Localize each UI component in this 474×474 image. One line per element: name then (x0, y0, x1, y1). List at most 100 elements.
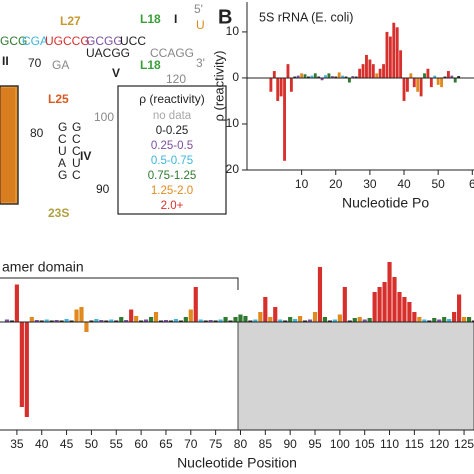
bar (69, 320, 74, 322)
panel-label: B (218, 6, 232, 28)
bar (382, 64, 385, 78)
bar (365, 54, 368, 78)
loop-label: L18 (140, 58, 161, 72)
nucleotide: C (58, 132, 67, 146)
nucleotide: GCGG (86, 34, 123, 48)
bar (461, 317, 467, 322)
bar (307, 76, 310, 78)
bar (361, 64, 365, 78)
bar (302, 320, 308, 322)
nucleotide: U (72, 156, 81, 170)
bar (337, 72, 341, 78)
nucleotide: G (72, 120, 81, 134)
bar (4, 319, 10, 322)
bar (334, 76, 338, 78)
bar (347, 320, 352, 322)
bar (59, 320, 64, 322)
nucleotide: UGCCG (45, 34, 90, 48)
bar (342, 287, 347, 322)
bar (193, 287, 198, 322)
bar (352, 318, 357, 322)
bar (248, 320, 253, 322)
bar (119, 317, 124, 322)
x-tick-label: 125 (454, 437, 474, 451)
bar (443, 76, 447, 78)
x-tick-label: 45 (60, 437, 74, 451)
bar (129, 309, 134, 322)
bar (395, 27, 399, 78)
bar (273, 307, 278, 322)
loop-label: L25 (48, 92, 69, 106)
bar (286, 64, 290, 78)
bar (450, 75, 454, 78)
legend-entry: 1.25-2.0 (151, 185, 193, 197)
y-axis-label: ρ (reactivity) (211, 51, 226, 122)
bar (327, 73, 331, 78)
bar (332, 319, 337, 322)
bar (9, 320, 15, 322)
legend-box (117, 85, 227, 215)
bar (243, 316, 248, 322)
nucleotide: U (196, 18, 205, 32)
bar (354, 76, 358, 78)
nucleotide: UACGG (86, 46, 130, 60)
bar (367, 318, 372, 322)
legend-entry: 0-0.25 (156, 125, 189, 137)
x-tick-label: 85 (259, 437, 273, 451)
nucleotide: C (72, 168, 81, 182)
nucleotide: CGA (22, 34, 48, 48)
x-tick-label: 30 (363, 177, 377, 191)
bar (447, 319, 452, 322)
bar (283, 320, 288, 322)
bar (218, 319, 223, 322)
bar (258, 312, 263, 322)
nucleotide: C (72, 144, 81, 158)
bar (104, 320, 109, 322)
x-tick-label: 40 (397, 177, 411, 191)
bar (300, 73, 304, 78)
bar (139, 320, 144, 322)
x-tick-label: 65 (159, 437, 173, 451)
nucleotide: GCG (0, 34, 27, 48)
bar (49, 320, 54, 322)
bar (19, 322, 24, 407)
bar (288, 317, 293, 322)
bar (293, 76, 297, 78)
bar (24, 322, 29, 417)
bar (269, 77, 273, 92)
nucleotide: GA (52, 58, 69, 72)
x-tick-label: 35 (10, 437, 24, 451)
bar (416, 77, 420, 92)
bar (423, 73, 426, 78)
nucleotide: G (58, 120, 67, 134)
x-tick-label: 75 (209, 437, 223, 451)
position-label: 100 (94, 110, 114, 124)
x-axis-label: Nucleotide Po (342, 195, 429, 211)
bar (327, 320, 332, 322)
bar (94, 319, 99, 322)
bar (406, 77, 409, 92)
bar (153, 312, 159, 322)
bar (433, 75, 437, 78)
x-tick-label: 110 (380, 437, 399, 451)
bar (39, 320, 44, 322)
bar (313, 73, 317, 78)
bar (368, 59, 372, 78)
bar (437, 319, 442, 322)
bar (442, 317, 447, 322)
bar (223, 317, 228, 322)
y-tick-label: 10 (226, 116, 240, 130)
bar (143, 319, 149, 322)
domain-bracket (0, 277, 239, 290)
bar (253, 319, 258, 322)
bar (84, 322, 89, 332)
bar (198, 319, 203, 322)
bar (307, 319, 313, 322)
bar (272, 71, 276, 78)
bar (134, 316, 139, 322)
y-tick-label: 10 (226, 24, 240, 38)
bar (432, 318, 437, 322)
bar (312, 312, 318, 322)
bar (344, 76, 348, 78)
